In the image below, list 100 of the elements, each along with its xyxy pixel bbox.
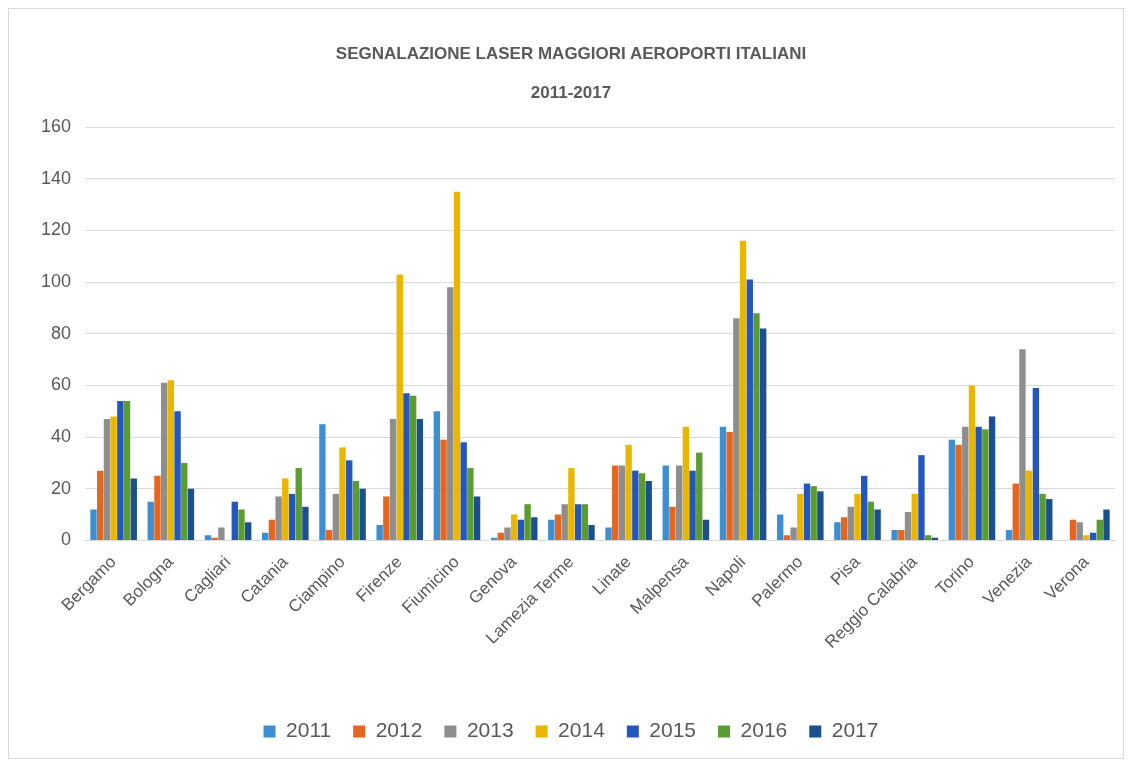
legend-label: 2012 [375,718,423,742]
bar [924,535,932,540]
bar [854,493,861,540]
bar [440,439,447,540]
bar [123,400,131,540]
bar [204,535,212,540]
y-tick-label: 100 [40,271,72,292]
bar [97,470,104,540]
bar [726,431,733,540]
bar [1005,530,1013,540]
bar [810,486,817,540]
bar [352,480,360,540]
bar [638,473,646,540]
bar [103,419,111,540]
bar [612,465,619,540]
y-tick-label: 20 [51,477,72,498]
bar [302,506,309,540]
bar [154,475,161,540]
bar [1083,535,1090,540]
bar [874,509,881,540]
bar [409,395,417,540]
bar [675,465,683,540]
bar [904,511,912,540]
bar [574,504,582,540]
legend-label: 2015 [649,718,697,742]
bar [746,279,753,540]
bar [110,416,117,540]
bar [389,419,397,540]
bar [1039,493,1046,540]
bar [898,530,905,540]
bar [682,426,690,540]
bar [288,493,296,540]
legend-label: 2011 [286,718,332,742]
bar [753,313,760,540]
bar [1089,532,1097,540]
bar [759,328,767,540]
bar [1046,499,1053,540]
bar [275,496,282,540]
bar [632,470,639,540]
bar [504,527,511,540]
bar [797,493,804,540]
bar [282,478,289,540]
bar [861,475,868,540]
x-tick-label: Pisa [826,551,865,590]
bar [473,496,481,540]
bar [467,468,474,540]
bar [332,493,340,540]
bar [245,522,252,540]
bar [517,519,525,540]
bar [160,382,168,540]
bar [561,504,568,540]
bar [847,506,854,540]
bar [238,509,245,540]
y-tick-label: 40 [51,426,72,447]
bar [948,439,956,540]
bar [931,537,939,540]
bar [1012,483,1019,540]
bar [295,468,302,540]
bar [167,380,175,540]
bar [568,468,575,540]
bar [117,400,124,540]
y-tick-label: 60 [51,374,72,395]
bar [218,527,225,540]
bar [911,493,918,540]
bar [554,514,562,540]
bar [588,524,595,540]
bar [867,501,875,540]
bar [840,517,848,540]
bar [211,537,218,540]
bar [181,462,188,540]
y-tick-label: 160 [40,116,72,137]
bar [453,191,461,540]
y-tick-label: 0 [61,529,72,550]
bar [790,527,797,540]
bar [783,535,791,540]
bar [962,426,969,540]
bar [975,426,982,540]
bar [268,519,276,540]
chart-title: SEGNALAZIONE LASER MAGGIORI AEROPORTI ITALIANI 2011-2017 [335,44,807,103]
bar [618,465,626,540]
legend-label: 2014 [558,718,606,742]
bar [359,488,366,540]
bar [346,460,353,540]
bar [319,424,326,540]
bar [1025,470,1033,540]
bar [90,509,97,540]
bar [955,444,962,540]
bar [1069,519,1077,540]
bar [817,491,824,540]
bar [433,411,441,540]
bar [739,240,747,540]
bar [968,385,976,540]
y-tick-label: 120 [40,219,72,240]
bar [669,506,676,540]
bar [1096,519,1103,540]
bar [524,504,531,540]
bar [460,442,467,540]
bar [696,452,703,540]
bar [982,429,989,540]
legend-label: 2016 [740,718,788,742]
